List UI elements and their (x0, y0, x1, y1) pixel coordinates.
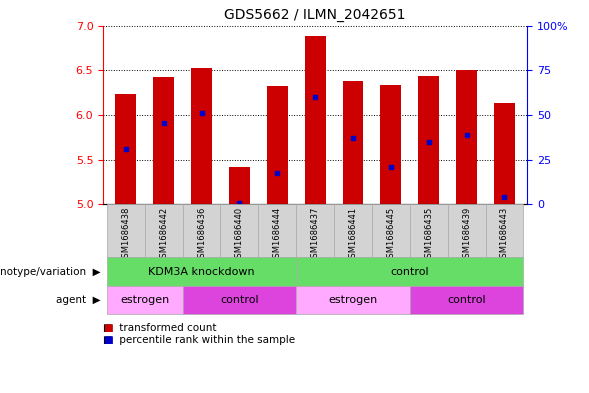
Text: GSM1686442: GSM1686442 (159, 207, 168, 263)
Bar (380, 84, 401, 204)
Bar (418, 75, 439, 204)
Bar (410, 286, 524, 314)
Text: GSM1686438: GSM1686438 (121, 207, 130, 263)
Text: ■: ■ (103, 323, 113, 333)
Bar (107, 286, 183, 314)
Text: control: control (220, 295, 259, 305)
Text: GSM1686443: GSM1686443 (500, 207, 509, 263)
Bar (410, 204, 448, 257)
Bar (191, 68, 212, 204)
Text: KDM3A knockdown: KDM3A knockdown (148, 266, 255, 277)
Text: agent  ▶: agent ▶ (55, 295, 100, 305)
Title: GDS5662 / ILMN_2042651: GDS5662 / ILMN_2042651 (224, 8, 406, 22)
Bar (153, 77, 174, 204)
Bar (296, 286, 410, 314)
Bar (229, 167, 250, 204)
Text: GSM1686445: GSM1686445 (386, 207, 395, 263)
Text: estrogen: estrogen (328, 295, 378, 305)
Bar (115, 94, 136, 204)
Text: GSM1686444: GSM1686444 (273, 207, 282, 263)
Text: ■  percentile rank within the sample: ■ percentile rank within the sample (103, 334, 295, 345)
Bar (183, 204, 220, 257)
Bar (456, 70, 477, 204)
Bar (334, 204, 372, 257)
Bar (183, 286, 296, 314)
Text: estrogen: estrogen (120, 295, 170, 305)
Text: genotype/variation  ▶: genotype/variation ▶ (0, 266, 100, 277)
Text: ■  transformed count: ■ transformed count (103, 323, 217, 333)
Bar (448, 204, 485, 257)
Bar (305, 36, 326, 204)
Bar (259, 204, 296, 257)
Bar (220, 204, 259, 257)
Bar (485, 204, 524, 257)
Bar (296, 257, 524, 286)
Text: GSM1686436: GSM1686436 (197, 207, 206, 263)
Bar (296, 204, 334, 257)
Bar (267, 86, 287, 204)
Bar (372, 204, 410, 257)
Text: GSM1686441: GSM1686441 (349, 207, 358, 263)
Text: ■: ■ (103, 334, 113, 345)
Text: GSM1686435: GSM1686435 (424, 207, 433, 263)
Text: GSM1686440: GSM1686440 (235, 207, 244, 263)
Text: GSM1686439: GSM1686439 (462, 207, 471, 263)
Bar (145, 204, 183, 257)
Text: GSM1686437: GSM1686437 (310, 207, 320, 263)
Bar (107, 257, 296, 286)
Text: control: control (447, 295, 486, 305)
Bar (494, 103, 515, 204)
Bar (343, 81, 363, 204)
Text: control: control (391, 266, 429, 277)
Bar (107, 204, 145, 257)
